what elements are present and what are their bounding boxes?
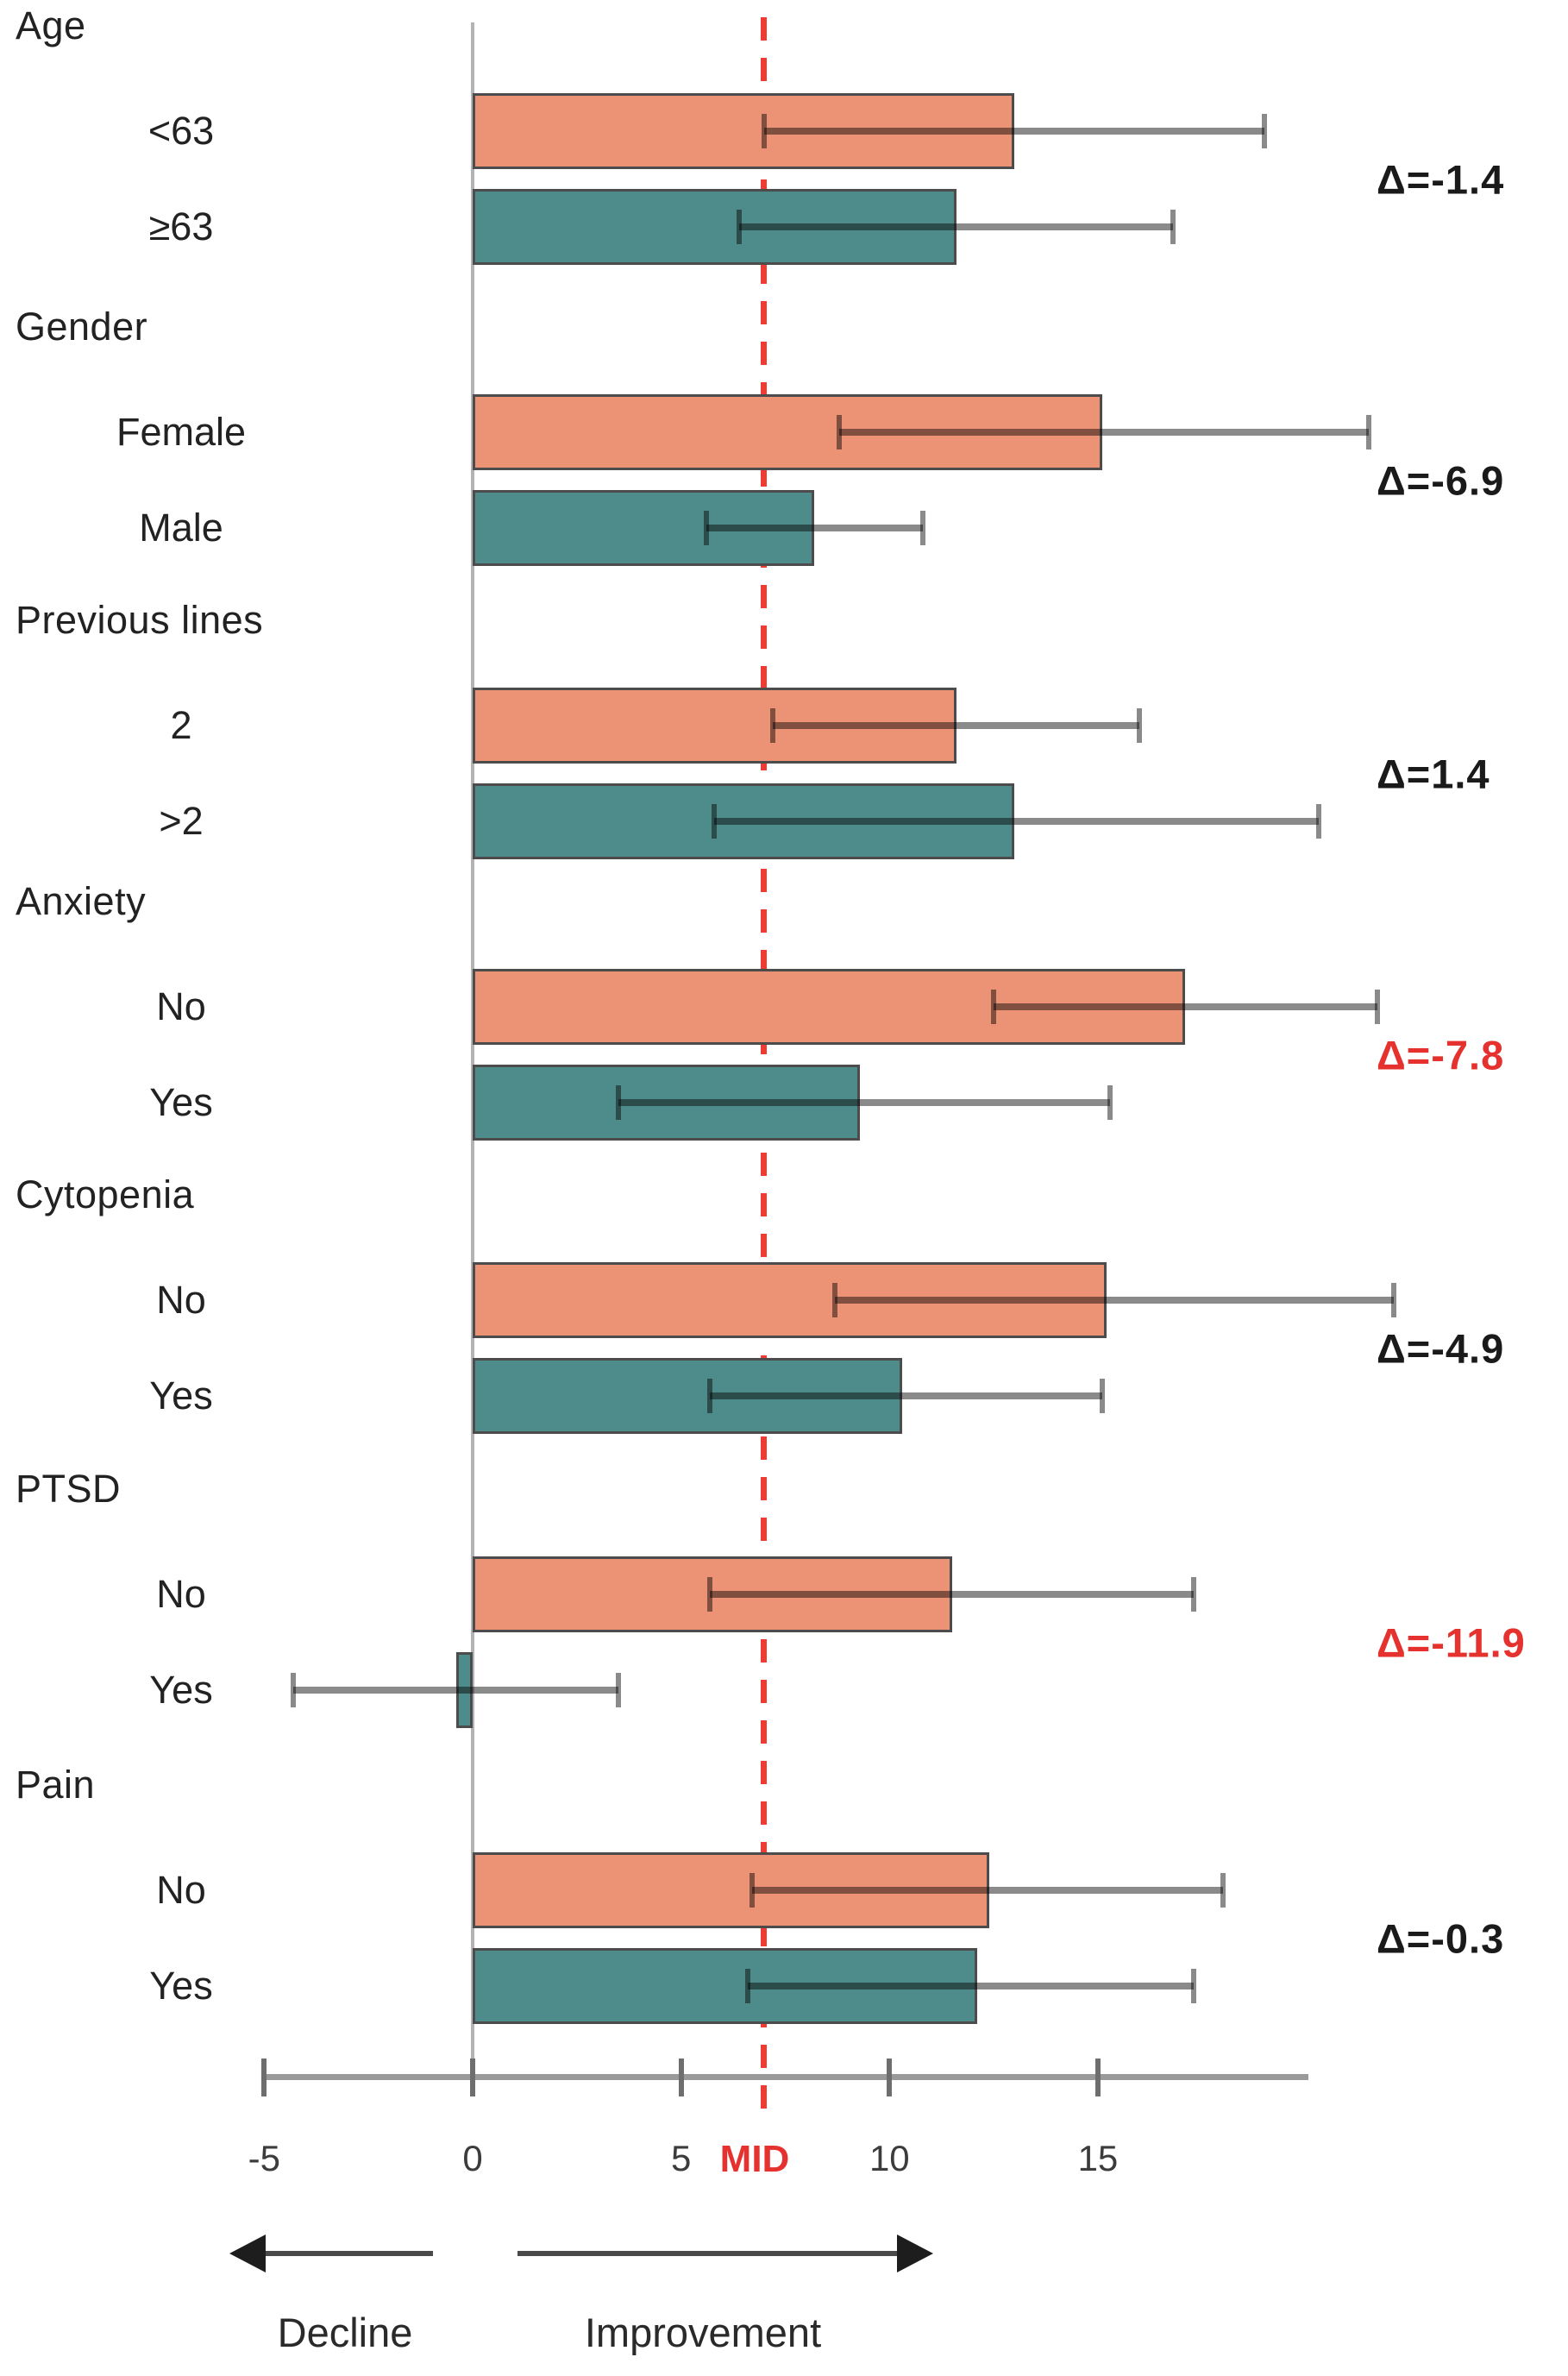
row-label: Male xyxy=(139,506,223,550)
x-axis-tick xyxy=(678,2059,684,2096)
row-label: Yes xyxy=(149,1373,213,1417)
group-label: Age xyxy=(16,3,86,47)
x-axis-line xyxy=(261,2074,1308,2080)
error-bar-cap xyxy=(762,114,768,148)
error-bar-line xyxy=(764,128,1265,135)
group-label: Previous lines xyxy=(16,598,264,642)
error-bar-line xyxy=(739,223,1173,230)
x-axis-tick xyxy=(887,2059,893,2096)
error-bar-cap xyxy=(744,1969,750,2003)
error-bar-line xyxy=(835,1297,1395,1304)
error-bar-line xyxy=(772,722,1140,729)
error-bar-cap xyxy=(616,1085,622,1120)
zero-baseline xyxy=(471,22,474,2081)
decline-arrow-head-icon xyxy=(229,2235,266,2272)
delta-label: Δ=-7.8 xyxy=(1377,1032,1505,1078)
group-label: PTSD xyxy=(16,1467,122,1511)
x-axis-tick-label: 5 xyxy=(670,2138,692,2178)
row-label: Yes xyxy=(149,1080,213,1124)
error-bar-line xyxy=(706,525,923,531)
improvement-arrow-line xyxy=(517,2251,897,2256)
delta-label: Δ=-0.3 xyxy=(1377,1915,1505,1961)
x-axis-tick xyxy=(470,2059,475,2096)
x-axis-tick-label: 15 xyxy=(1077,2138,1119,2178)
error-bar-cap xyxy=(1316,804,1322,839)
error-bar-line xyxy=(747,1983,1195,1989)
row-label: Yes xyxy=(149,1668,213,1712)
error-bar-cap xyxy=(712,804,718,839)
error-bar-line xyxy=(994,1003,1377,1010)
error-bar-cap xyxy=(1099,1379,1105,1413)
delta-label: Δ=1.4 xyxy=(1377,751,1490,796)
mid-axis-label: MID xyxy=(719,2138,790,2180)
error-bar-cap xyxy=(837,415,843,449)
error-bar-cap xyxy=(1137,708,1143,743)
error-bar-line xyxy=(710,1392,1102,1399)
error-bar-line xyxy=(618,1099,1111,1106)
decline-arrow-line xyxy=(255,2251,433,2256)
row-label: No xyxy=(156,984,206,1028)
error-bar-cap xyxy=(1262,114,1268,148)
error-bar-cap xyxy=(991,990,997,1024)
error-bar-cap xyxy=(1170,210,1176,244)
error-bar-cap xyxy=(616,1673,622,1707)
error-bar-line xyxy=(710,1591,1195,1598)
x-axis-tick-label: -5 xyxy=(248,2138,281,2178)
error-bar-line xyxy=(714,818,1320,825)
improvement-arrow-head-icon xyxy=(897,2235,933,2272)
error-bar-cap xyxy=(707,1379,713,1413)
row-label: No xyxy=(156,1278,206,1322)
delta-label: Δ=-1.4 xyxy=(1377,156,1505,202)
row-label: <63 xyxy=(147,109,215,153)
error-bar-cap xyxy=(1191,1577,1197,1612)
error-bar-cap xyxy=(1220,1873,1226,1908)
row-label: No xyxy=(156,1572,206,1616)
error-bar-cap xyxy=(707,1577,713,1612)
error-bar-cap xyxy=(919,511,925,545)
row-label: >2 xyxy=(159,799,204,843)
improvement-label: Improvement xyxy=(584,2310,822,2355)
error-bar-cap xyxy=(737,210,743,244)
delta-label: Δ=-6.9 xyxy=(1377,457,1505,503)
x-axis-tick xyxy=(1094,2059,1101,2096)
decline-label: Decline xyxy=(277,2310,413,2355)
delta-label: Δ=-4.9 xyxy=(1377,1325,1505,1371)
x-axis-tick xyxy=(261,2059,267,2096)
row-label: ≥63 xyxy=(148,204,214,248)
group-label: Pain xyxy=(16,1763,96,1807)
group-label: Anxiety xyxy=(16,879,147,923)
error-bar-cap xyxy=(769,708,775,743)
error-bar-line xyxy=(751,1887,1223,1894)
group-label: Gender xyxy=(16,305,148,349)
row-label: 2 xyxy=(170,703,192,747)
mid-threshold-dashed-line xyxy=(761,17,767,2109)
row-label: Female xyxy=(116,410,247,454)
row-label: No xyxy=(156,1868,206,1912)
error-bar-cap xyxy=(703,511,709,545)
error-bar-cap xyxy=(1107,1085,1113,1120)
error-bar-cap xyxy=(749,1873,755,1908)
error-bar-cap xyxy=(1366,415,1372,449)
error-bar-line xyxy=(293,1687,619,1694)
error-bar-cap xyxy=(1391,1283,1397,1317)
error-bar-cap xyxy=(1191,1969,1197,2003)
x-axis-tick-label: 0 xyxy=(462,2138,483,2178)
group-label: Cytopenia xyxy=(16,1172,195,1216)
x-axis-tick-label: 10 xyxy=(869,2138,910,2178)
error-bar-cap xyxy=(291,1673,297,1707)
error-bar-cap xyxy=(832,1283,838,1317)
row-label: Yes xyxy=(149,1964,213,2008)
error-bar-line xyxy=(839,429,1370,436)
error-bar-cap xyxy=(1374,990,1380,1024)
delta-label: Δ=-11.9 xyxy=(1377,1619,1526,1665)
